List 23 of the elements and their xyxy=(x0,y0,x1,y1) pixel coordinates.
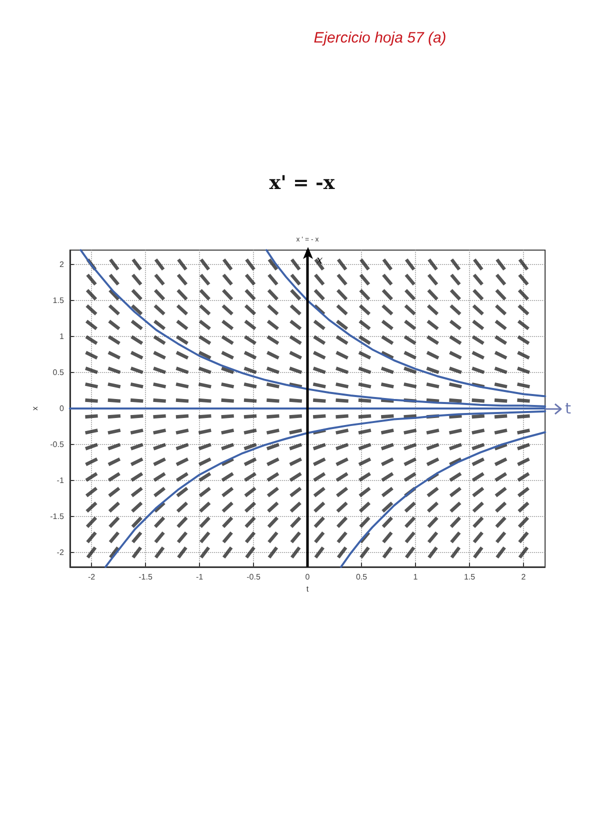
x-tick-label: -1.5 xyxy=(138,572,153,582)
y-tick-label: -0.5 xyxy=(50,440,64,449)
x-tick-label: -2 xyxy=(88,572,96,582)
y-tick-label: -1 xyxy=(56,476,64,485)
annotation: t xyxy=(565,400,572,418)
x-tick-label: -0.5 xyxy=(246,572,261,582)
y-tick-label: -2 xyxy=(56,548,64,557)
y-tick-label: -1.5 xyxy=(50,512,64,521)
x-tick-label: 1 xyxy=(413,572,418,582)
y-tick-label: 1.5 xyxy=(52,296,64,305)
x-tick-label: 0 xyxy=(305,572,310,582)
x-tick-label: 2 xyxy=(521,572,526,582)
chart-subtitle: x' = -x xyxy=(269,172,336,194)
y-tick-label: 0 xyxy=(59,404,64,413)
x-tick-label: 0.5 xyxy=(356,572,368,582)
y-tick-label: 0.5 xyxy=(52,368,64,377)
y-tick-label: 1 xyxy=(59,332,64,341)
x-tick-label: 1.5 xyxy=(464,572,476,582)
y-axis-title: x xyxy=(30,406,40,410)
chart-title: Ejercicio hoja 57 (a) xyxy=(314,30,446,46)
y-tick-label: 2 xyxy=(59,260,64,269)
x-axis-title: t xyxy=(306,584,310,594)
x-tick-label: -1 xyxy=(196,572,204,582)
